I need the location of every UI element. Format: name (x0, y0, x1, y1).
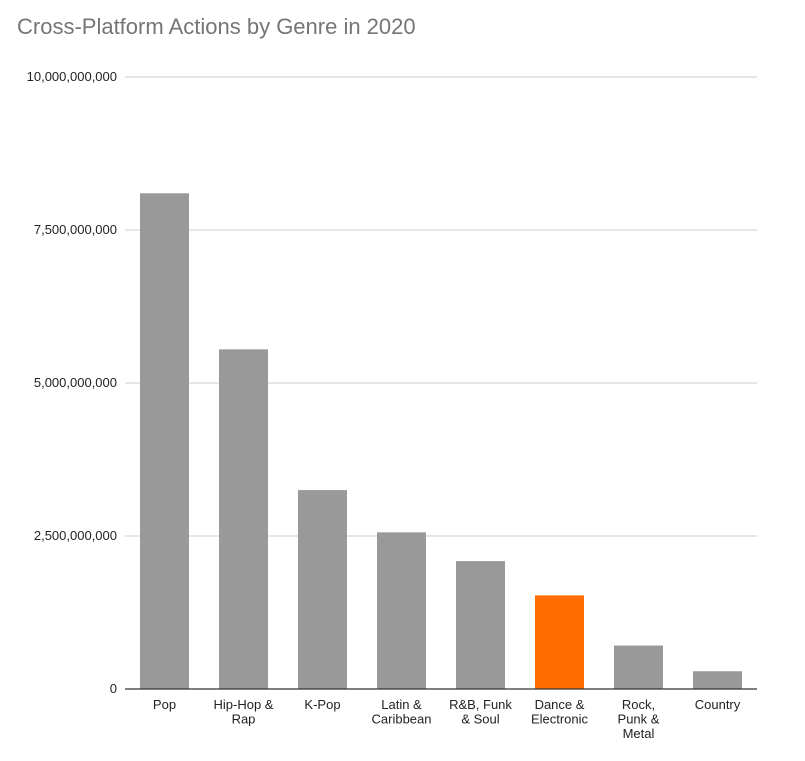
y-tick-label: 0 (110, 681, 117, 696)
x-category-label: Latin & Caribbean (372, 697, 432, 727)
bar (456, 561, 505, 689)
y-tick-label: 7,500,000,000 (34, 222, 117, 237)
chart-title: Cross-Platform Actions by Genre in 2020 (17, 14, 416, 39)
y-axis-tick-labels: 0 2,500,000,000 5,000,000,000 7,500,000,000… (27, 69, 117, 696)
bar (298, 490, 347, 689)
bar (219, 349, 268, 689)
x-axis-category-labels: Pop Hip-Hop & Rap K-Pop Latin & Caribbean R&B,… (153, 697, 741, 741)
bars (140, 193, 742, 689)
x-category-label: Dance & Electronic (531, 697, 589, 727)
x-category-label: Rock, Punk & Metal (618, 697, 660, 741)
bar (693, 671, 742, 689)
bar (614, 645, 663, 689)
x-category-label: Hip-Hop & Rap (214, 697, 274, 727)
x-category-label: Pop (153, 697, 176, 712)
y-tick-label: 10,000,000,000 (27, 69, 117, 84)
x-category-label: K-Pop (304, 697, 340, 712)
x-category-label: Country (695, 697, 741, 712)
bar (535, 595, 584, 689)
y-tick-label: 5,000,000,000 (34, 375, 117, 390)
bar (377, 532, 426, 689)
x-category-label: R&B, Funk & Soul (449, 697, 512, 727)
bar (140, 193, 189, 689)
y-tick-label: 2,500,000,000 (34, 528, 117, 543)
